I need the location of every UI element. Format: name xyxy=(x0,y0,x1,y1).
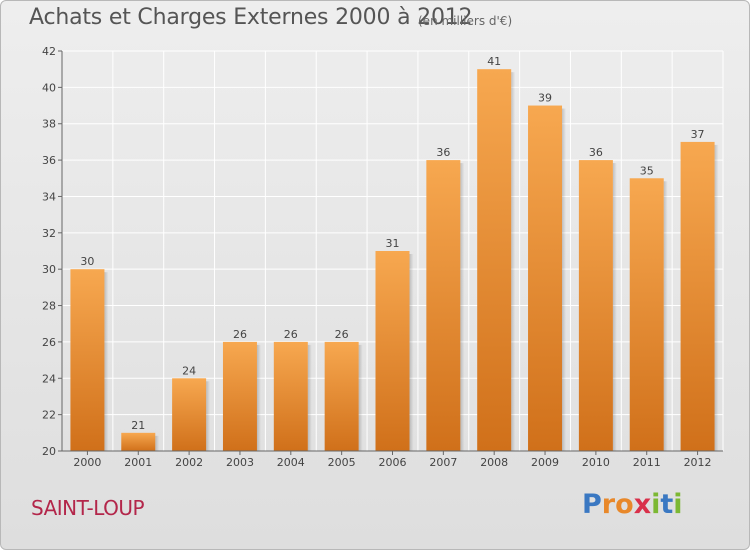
y-tick-label: 28 xyxy=(42,300,56,313)
x-tick-label: 2012 xyxy=(684,456,712,469)
bar-2005 xyxy=(324,341,359,451)
data-label: 31 xyxy=(386,237,400,250)
data-label: 24 xyxy=(182,364,196,377)
chart-title: Achats et Charges Externes 2000 à 2012 xyxy=(29,5,473,30)
bar-shadow xyxy=(155,435,160,451)
x-tick-label: 2005 xyxy=(328,456,356,469)
x-tick-label: 2001 xyxy=(124,456,152,469)
data-label: 41 xyxy=(487,55,501,68)
logo-letter: i xyxy=(651,489,661,520)
chart-subtitle: (en milliers d'€) xyxy=(418,14,513,28)
y-tick-label: 30 xyxy=(42,263,56,276)
bar-shadow xyxy=(612,163,617,451)
bar-2006 xyxy=(375,251,410,451)
bar-2001 xyxy=(121,432,156,451)
city-name: SAINT-LOUP xyxy=(31,496,145,520)
data-label: 30 xyxy=(80,255,94,268)
y-tick-label: 40 xyxy=(42,81,56,94)
data-label: 37 xyxy=(691,128,705,141)
x-tick-label: 2009 xyxy=(531,456,559,469)
bar-shadow xyxy=(409,254,414,451)
bar-2004 xyxy=(273,341,308,451)
data-label: 26 xyxy=(335,328,349,341)
data-label: 39 xyxy=(538,92,552,105)
x-tick-label: 2011 xyxy=(633,456,661,469)
data-label: 26 xyxy=(233,328,247,341)
bar-shadow xyxy=(511,72,516,451)
y-tick-label: 38 xyxy=(42,118,56,131)
bar-shadow xyxy=(714,144,719,451)
bar-2002 xyxy=(172,378,207,451)
x-tick-label: 2006 xyxy=(379,456,407,469)
y-tick-label: 20 xyxy=(42,445,56,458)
y-tick-label: 22 xyxy=(42,409,56,422)
bar-shadow xyxy=(562,108,567,451)
x-tick-label: 2008 xyxy=(480,456,508,469)
proxiti-logo: Proxiti xyxy=(582,489,683,520)
data-label: 26 xyxy=(284,328,298,341)
x-tick-label: 2010 xyxy=(582,456,610,469)
y-tick-label: 24 xyxy=(42,372,56,385)
bar-2010 xyxy=(578,160,613,451)
data-label: 36 xyxy=(436,146,450,159)
y-tick-label: 42 xyxy=(42,45,56,58)
bar-shadow xyxy=(358,344,363,451)
y-tick-label: 32 xyxy=(42,227,56,240)
logo-letter: t xyxy=(660,489,674,520)
logo-letter: x xyxy=(633,489,652,520)
x-tick-label: 2000 xyxy=(73,456,101,469)
bar-2003 xyxy=(222,341,257,451)
y-tick-label: 36 xyxy=(42,154,56,167)
data-label: 35 xyxy=(640,164,654,177)
x-tick-label: 2007 xyxy=(429,456,457,469)
bar-2012 xyxy=(680,141,715,451)
bar-2007 xyxy=(426,160,461,451)
y-tick-label: 34 xyxy=(42,190,56,203)
bar-2008 xyxy=(477,69,512,451)
bar-shadow xyxy=(307,344,312,451)
data-label: 21 xyxy=(131,419,145,432)
bar-shadow xyxy=(460,163,465,451)
logo-letter: o xyxy=(615,489,634,520)
logo-letter: P xyxy=(582,489,602,520)
bar-shadow xyxy=(104,272,109,451)
bar-shadow xyxy=(256,344,261,451)
bar-shadow xyxy=(663,181,668,452)
bar-2009 xyxy=(528,105,563,451)
bar-2000 xyxy=(70,269,105,451)
y-tick-label: 26 xyxy=(42,336,56,349)
data-label: 36 xyxy=(589,146,603,159)
x-tick-label: 2002 xyxy=(175,456,203,469)
x-tick-label: 2003 xyxy=(226,456,254,469)
logo-letter: i xyxy=(673,489,683,520)
logo-letter: r xyxy=(601,489,616,520)
bar-shadow xyxy=(206,381,211,451)
x-tick-label: 2004 xyxy=(277,456,305,469)
bar-2011 xyxy=(629,178,664,452)
